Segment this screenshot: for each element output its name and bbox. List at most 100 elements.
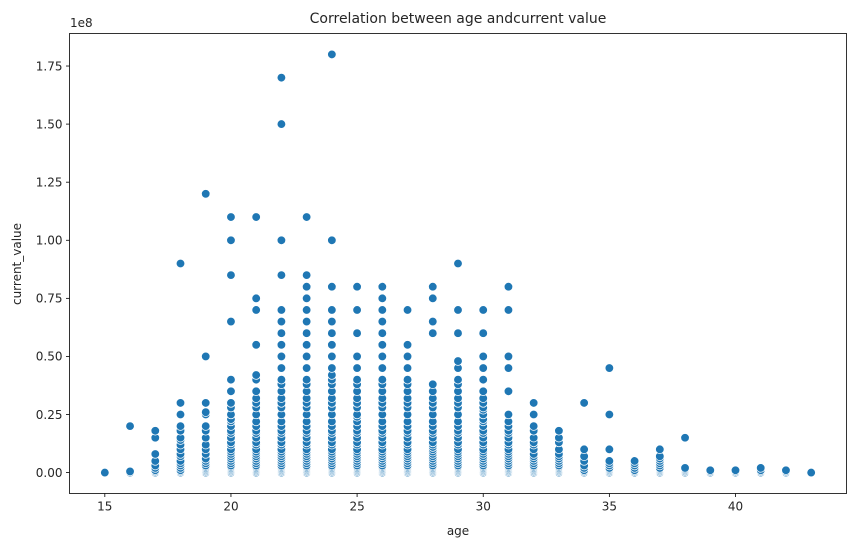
scatter-point [327,49,337,60]
plot-area-frame [69,33,847,494]
scatter-point [680,433,690,443]
scatter-point [352,363,362,373]
scatter-point [604,363,615,373]
scatter-point [428,328,438,338]
scatter-point [453,374,463,385]
scatter-point [453,356,463,366]
scatter-point [201,398,211,408]
scatter-point [276,270,287,280]
scatter-point [579,398,589,408]
scatter-point [301,305,312,315]
scatter-point [276,316,287,327]
scatter-point [352,351,362,362]
scatter-point [629,456,640,466]
scatter-point [428,379,438,389]
y-tick-label: 1.25 [36,175,63,189]
scatter-point [503,305,514,315]
scatter-point [100,467,110,478]
y-tick-label: 0.00 [36,466,63,480]
scatter-point [150,449,160,459]
scatter-point [402,340,413,350]
scatter-point [478,363,488,373]
scatter-point [251,386,261,396]
y-tick-label: 0.75 [36,292,63,306]
scatter-point [478,305,488,315]
x-tick-label: 35 [602,500,617,514]
scatter-point [604,409,615,420]
scatter-point [377,316,387,327]
scatter-point [377,305,387,315]
scatter-point [226,386,236,396]
scatter-point [730,465,741,475]
scatter-point [226,398,236,408]
y-axis-label: current_value [10,223,24,305]
x-axis-ticks: 15 20 25 30 35 40 [97,493,743,514]
x-tick-label: 20 [223,500,238,514]
scatter-point [377,340,387,350]
scatter-point [529,398,539,408]
scatter-point [276,72,287,83]
scatter-point [478,386,488,396]
scatter-point [352,374,362,385]
scatter-point [251,305,261,315]
scatter-point [251,293,261,304]
x-tick-label: 15 [97,500,112,514]
scatter-point [175,398,186,408]
scatter-point [402,305,413,315]
scatter-point [529,421,539,431]
scatter-point [301,212,312,222]
scatter-point [301,328,312,338]
scatter-point [402,374,413,385]
scatter-point [301,340,312,350]
scatter-point [251,340,261,350]
scatter-point [276,363,287,373]
scatter-point [301,316,312,327]
scatter-point [402,363,413,373]
scatter-point [175,421,186,431]
scatter-point [226,270,236,280]
x-tick-label: 25 [349,500,364,514]
scatter-point [301,282,312,292]
scatter-point [377,282,387,292]
scatter-point [251,212,261,222]
scatter-point [377,293,387,304]
scatter-point [705,465,715,475]
scatter-point [327,282,337,292]
scatter-point [377,328,387,338]
y-axis-offset-text: 1e8 [70,16,93,30]
scatter-point [529,409,539,420]
scatter-point [377,351,387,362]
scatter-point [201,421,211,431]
scatter-point [276,340,287,350]
scatter-point [327,235,337,245]
scatter-point [453,258,463,269]
scatter-point [276,328,287,338]
scatter-point [503,282,514,292]
scatter-point [276,374,287,385]
scatter-point [251,370,261,380]
y-tick-label: 0.25 [36,408,63,422]
scatter-point [125,466,135,477]
scatter-point [377,363,387,373]
scatter-point [503,351,514,362]
scatter-point [327,305,337,315]
y-tick-label: 1.00 [36,234,63,248]
scatter-point [478,328,488,338]
scatter-point [554,426,564,436]
scatter-point [301,351,312,362]
scatter-point [503,363,514,373]
scatter-point [301,293,312,304]
y-axis-ticks: 0.00 0.25 0.50 0.75 1.00 1.25 1.50 1.75 [36,59,70,480]
scatter-point [301,374,312,385]
scatter-point [352,282,362,292]
scatter-point [478,374,488,385]
scatter-point [503,409,514,420]
scatter-point [301,363,312,373]
chart-title: Correlation between age andcurrent value [310,11,607,27]
scatter-point [201,189,211,199]
scatter-point [201,351,211,362]
scatter-point [327,328,337,338]
y-tick-label: 1.50 [36,117,63,131]
